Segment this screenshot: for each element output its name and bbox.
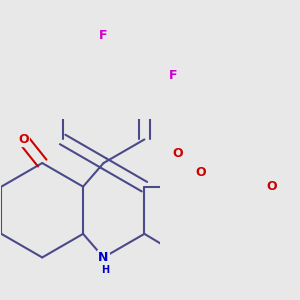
Text: O: O [172,147,183,160]
Text: F: F [169,69,177,82]
Text: O: O [266,180,277,193]
Text: O: O [196,166,206,179]
Text: N: N [98,251,109,264]
Text: F: F [99,29,108,42]
Text: H: H [101,265,110,275]
Text: O: O [18,133,28,146]
